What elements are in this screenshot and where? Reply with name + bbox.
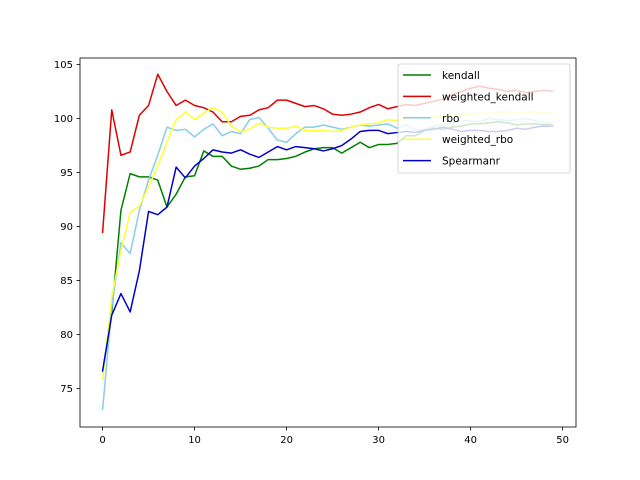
- plot-area: 0 10 20 30 40 50 75 80 85 90 95 100 105: [54, 57, 577, 446]
- x-tick-label: 40: [464, 435, 477, 446]
- x-axis: 0 10 20 30 40 50: [99, 427, 569, 446]
- legend-label: rbo: [442, 113, 459, 125]
- legend-label: Spearmanr: [442, 156, 501, 168]
- y-tick-label: 80: [60, 330, 73, 341]
- legend-box: [397, 63, 571, 174]
- y-tick-label: 100: [54, 114, 73, 125]
- legend-label: weighted_kendall: [442, 91, 534, 103]
- x-tick-label: 0: [99, 435, 105, 446]
- x-tick-label: 10: [188, 435, 201, 446]
- y-tick-label: 75: [60, 384, 73, 395]
- y-tick-label: 85: [60, 276, 73, 287]
- y-tick-label: 95: [60, 168, 73, 179]
- axes-frame: [79, 57, 577, 428]
- legend-label: weighted_rbo: [442, 134, 513, 146]
- legend-label: kendall: [442, 70, 480, 82]
- x-tick-label: 50: [556, 435, 569, 446]
- x-tick-label: 20: [280, 435, 293, 446]
- x-tick-label: 30: [372, 435, 385, 446]
- y-tick-label: 90: [60, 222, 73, 233]
- y-tick-label: 105: [54, 60, 73, 71]
- y-axis: 75 80 85 90 95 100 105: [54, 60, 80, 395]
